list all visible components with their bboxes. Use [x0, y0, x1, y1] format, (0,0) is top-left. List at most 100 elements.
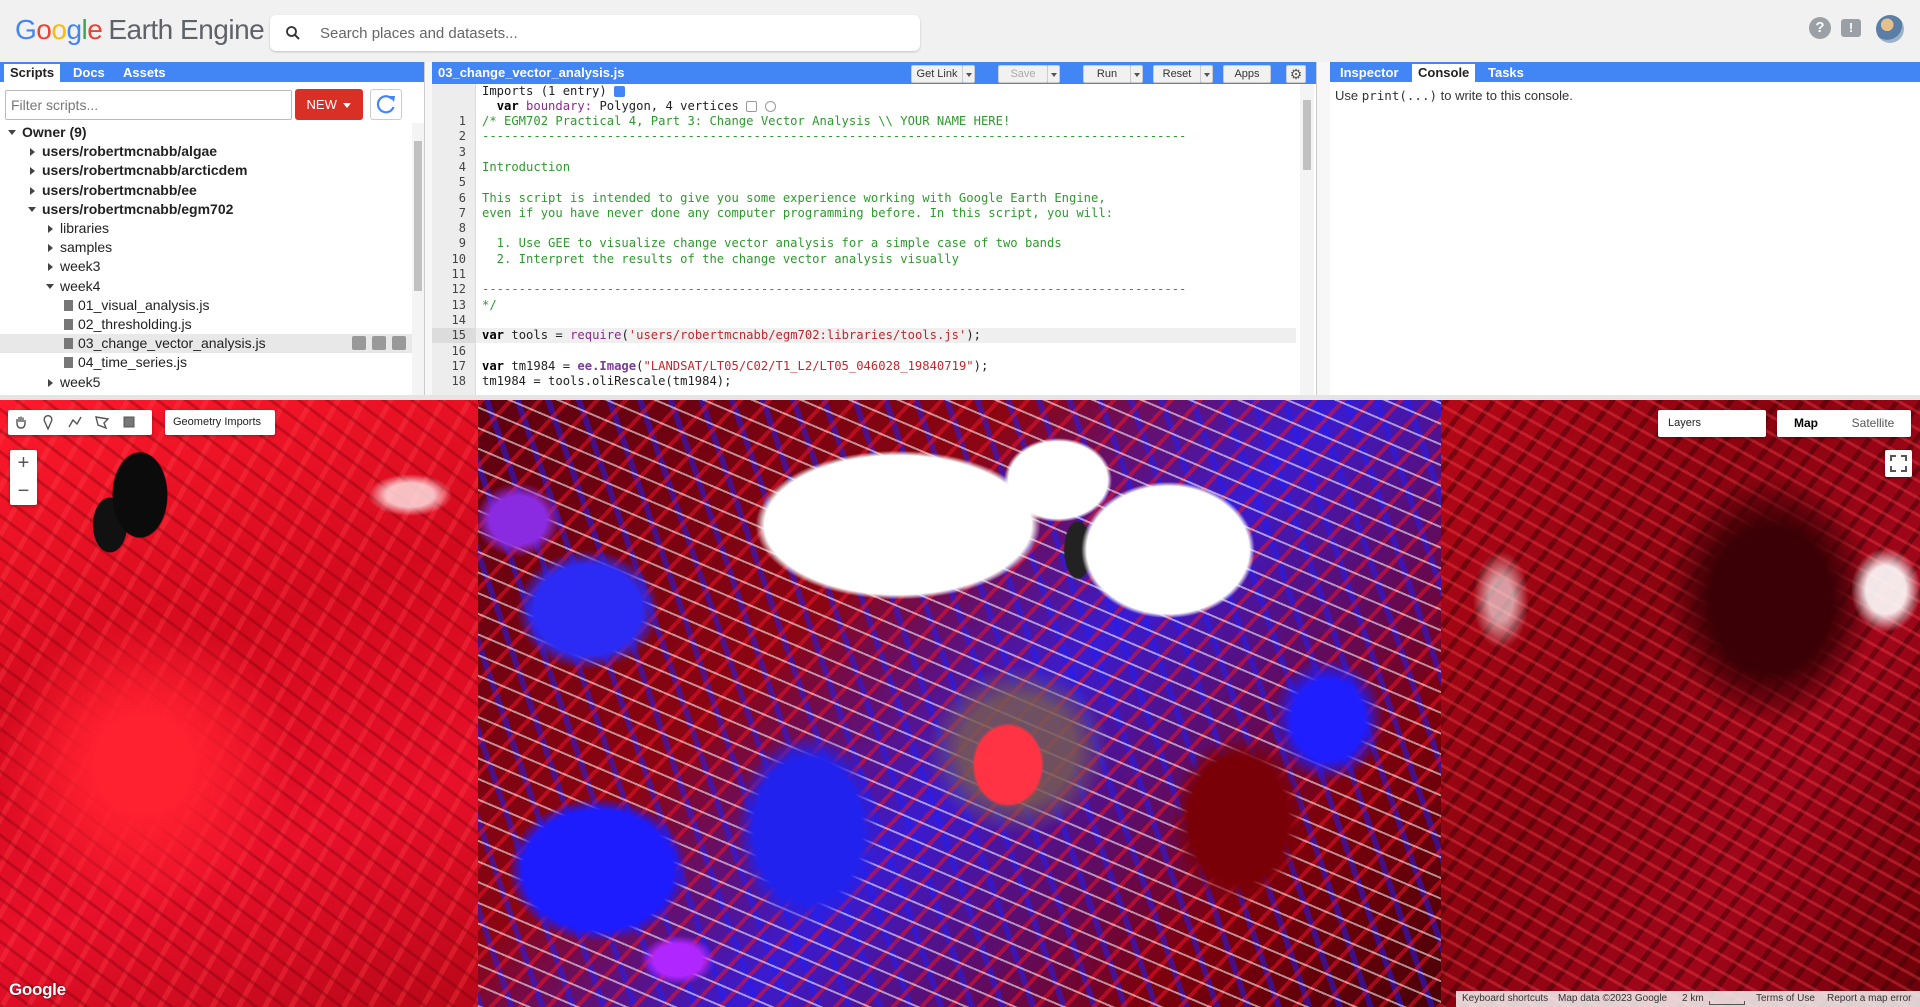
code-line[interactable]: This script is intended to give you some…: [476, 191, 1296, 206]
zoom-in-button[interactable]: +: [17, 452, 30, 474]
polygon-icon[interactable]: [94, 414, 110, 430]
marker-icon[interactable]: [40, 414, 56, 430]
imports-header[interactable]: Imports (1 entry): [476, 84, 1296, 99]
new-button[interactable]: NEW: [295, 89, 363, 120]
delete-icon[interactable]: [392, 336, 406, 351]
script-folder-item[interactable]: users/robertmcnabb/ee: [0, 181, 412, 200]
chevron-right-icon[interactable]: [48, 263, 53, 272]
line-icon[interactable]: [67, 414, 83, 430]
script-folder-item[interactable]: week4: [0, 277, 412, 296]
show-imports-icon[interactable]: [614, 86, 626, 97]
reset-dropdown[interactable]: [1200, 65, 1213, 83]
import-settings-icon[interactable]: [746, 101, 758, 112]
right-splitter[interactable]: [1317, 62, 1330, 395]
script-folder-item[interactable]: week3: [0, 257, 412, 276]
script-folder-item[interactable]: users/robertmcnabb/algae: [0, 142, 412, 161]
chevron-right-icon[interactable]: [30, 186, 35, 195]
layers-button[interactable]: Layers: [1658, 410, 1766, 437]
code-line[interactable]: tm1984 = tools.oliRescale(tm1984);: [476, 374, 1296, 389]
script-file-item[interactable]: 02_thresholding.js: [0, 315, 412, 334]
run-button[interactable]: Run: [1083, 65, 1131, 83]
tab-inspector[interactable]: Inspector: [1340, 65, 1399, 80]
code-line[interactable]: var tools = require('users/robertmcnabb/…: [476, 328, 1296, 344]
code-line[interactable]: [476, 221, 1296, 236]
chevron-right-icon[interactable]: [48, 225, 53, 233]
import-delete-icon[interactable]: [764, 101, 776, 112]
report-map-error-link[interactable]: Report a map error: [1827, 993, 1912, 1004]
import-entry[interactable]: var boundary: Polygon, 4 vertices: [476, 99, 1296, 114]
chevron-right-icon[interactable]: [48, 244, 53, 253]
code-line[interactable]: var tm1984 = ee.Image("LANDSAT/LT05/C02/…: [476, 359, 1296, 374]
earth-engine-logo[interactable]: Google Earth Engine: [15, 14, 265, 45]
code-line[interactable]: /* EGM702 Practical 4, Part 3: Change Ve…: [476, 114, 1296, 129]
scripts-scrollbar[interactable]: [412, 123, 424, 395]
filter-scripts-input[interactable]: [5, 90, 292, 120]
tab-tasks[interactable]: Tasks: [1488, 65, 1524, 80]
search-input[interactable]: [318, 15, 908, 51]
code-line[interactable]: [476, 145, 1296, 160]
zoom-out-button[interactable]: −: [17, 480, 30, 502]
geometry-imports-button[interactable]: Geometry Imports: [165, 410, 275, 435]
history-icon[interactable]: [352, 336, 366, 351]
apps-button[interactable]: Apps: [1223, 65, 1271, 83]
script-folder-item[interactable]: week5: [0, 373, 412, 392]
refresh-button[interactable]: [370, 89, 402, 120]
gear-icon[interactable]: ⚙: [1286, 65, 1306, 83]
keyboard-shortcuts-link[interactable]: Keyboard shortcuts: [1462, 993, 1549, 1004]
code-line[interactable]: ----------------------------------------…: [476, 129, 1296, 144]
chevron-down-icon[interactable]: [46, 283, 54, 289]
map-type-satellite[interactable]: Satellite: [1851, 416, 1895, 430]
tab-scripts[interactable]: Scripts: [4, 64, 61, 82]
code-line[interactable]: even if you have never done any computer…: [476, 206, 1296, 221]
script-file-item[interactable]: 01_visual_analysis.js: [0, 296, 412, 315]
chevron-down-icon[interactable]: [8, 130, 16, 135]
get-link-dropdown[interactable]: [962, 65, 975, 83]
feedback-icon[interactable]: !: [1841, 19, 1861, 37]
script-folder-item[interactable]: libraries: [0, 219, 412, 238]
avatar[interactable]: [1876, 15, 1904, 43]
left-splitter[interactable]: [425, 62, 432, 395]
rectangle-icon[interactable]: [121, 414, 137, 430]
script-folder-item[interactable]: users/robertmcnabb/egm702: [0, 200, 412, 219]
map-view[interactable]: Geometry Imports + − Layers Map Satellit…: [0, 400, 1920, 1007]
script-folder-item[interactable]: samples: [0, 238, 412, 257]
code-line[interactable]: ----------------------------------------…: [476, 282, 1296, 297]
refresh-icon: [376, 95, 395, 114]
tab-console[interactable]: Console: [1412, 64, 1476, 82]
map-imagery-right: [1441, 400, 1920, 1007]
chevron-right-icon[interactable]: [30, 167, 35, 176]
code-area[interactable]: Imports (1 entry) var boundary: Polygon,…: [476, 84, 1296, 395]
save-dropdown[interactable]: [1047, 65, 1060, 83]
fullscreen-icon[interactable]: [1885, 450, 1912, 477]
code-line[interactable]: */: [476, 298, 1296, 313]
run-dropdown[interactable]: [1130, 65, 1143, 83]
tab-assets[interactable]: Assets: [123, 65, 166, 80]
file-name-tab[interactable]: 03_change_vector_analysis.js: [438, 65, 625, 80]
reset-button[interactable]: Reset: [1153, 65, 1201, 83]
code-line[interactable]: 2. Interpret the results of the change v…: [476, 252, 1296, 267]
script-file-item[interactable]: 03_change_vector_analysis.js: [0, 334, 412, 354]
code-line[interactable]: 1. Use GEE to visualize change vector an…: [476, 236, 1296, 251]
chevron-right-icon[interactable]: [30, 148, 35, 157]
get-link-button[interactable]: Get Link: [911, 65, 963, 83]
chevron-down-icon[interactable]: [28, 206, 36, 212]
code-line[interactable]: Introduction: [476, 160, 1296, 175]
chevron-right-icon[interactable]: [48, 378, 53, 387]
terms-link[interactable]: Terms of Use: [1756, 993, 1815, 1004]
map-splitter[interactable]: [0, 395, 1920, 400]
script-folder-item[interactable]: users/robertmcnabb/arcticdem: [0, 161, 412, 180]
script-folder-item[interactable]: Owner (9): [0, 123, 412, 142]
help-icon[interactable]: ?: [1809, 17, 1831, 39]
code-line[interactable]: [476, 175, 1296, 190]
code-line[interactable]: [476, 313, 1296, 328]
script-file-item[interactable]: 04_time_series.js: [0, 353, 412, 372]
save-button[interactable]: Save: [998, 65, 1048, 83]
tab-docs[interactable]: Docs: [73, 65, 105, 80]
edit-icon[interactable]: [372, 336, 386, 351]
code-line[interactable]: [476, 267, 1296, 282]
code-line[interactable]: [476, 344, 1296, 359]
line-number: 2: [458, 129, 466, 144]
editor-scrollbar[interactable]: [1300, 84, 1314, 395]
map-type-map[interactable]: Map: [1794, 416, 1818, 430]
pan-hand-icon[interactable]: [13, 414, 29, 430]
